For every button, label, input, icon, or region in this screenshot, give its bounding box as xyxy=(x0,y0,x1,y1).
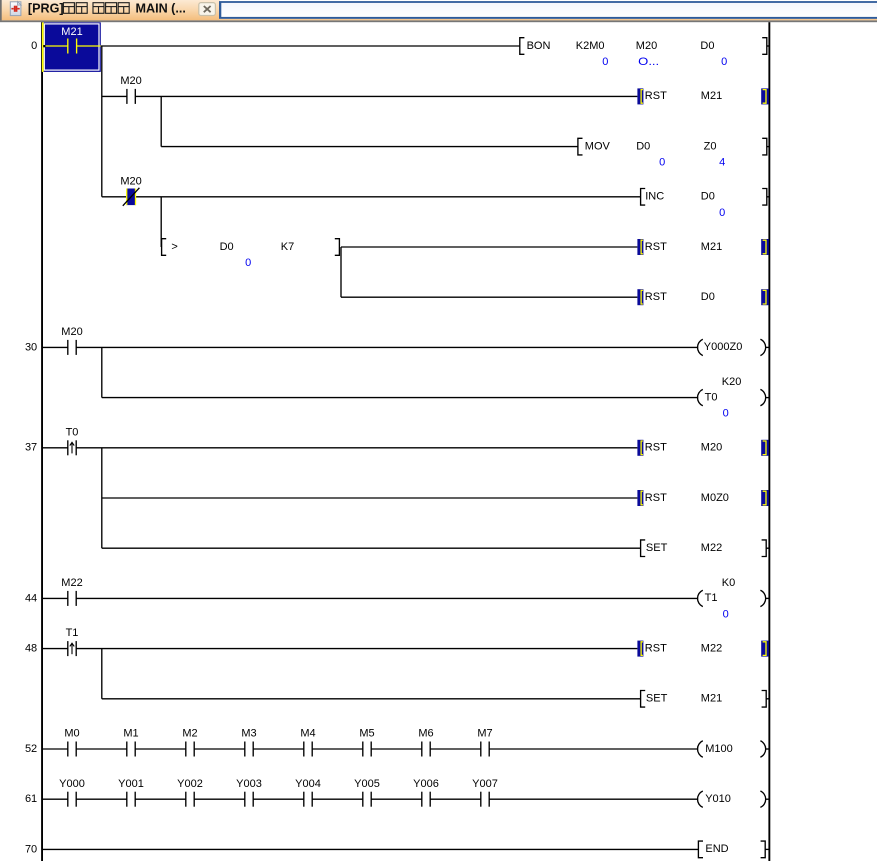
svg-text:SET: SET xyxy=(646,542,668,554)
svg-text:48: 48 xyxy=(25,643,37,655)
svg-text:Y006: Y006 xyxy=(413,778,439,790)
svg-text:D0: D0 xyxy=(636,140,650,152)
svg-text:52: 52 xyxy=(25,743,37,755)
svg-text:RST: RST xyxy=(645,642,667,654)
svg-text:44: 44 xyxy=(25,592,37,604)
svg-text:RST: RST xyxy=(645,291,667,303)
svg-text:[PRG]: [PRG] xyxy=(28,2,64,16)
svg-text:Y007: Y007 xyxy=(472,778,498,790)
svg-text:T0: T0 xyxy=(66,426,79,438)
svg-text:T1: T1 xyxy=(66,627,79,639)
svg-text:M1: M1 xyxy=(123,728,138,740)
svg-text:M20: M20 xyxy=(636,40,657,52)
svg-text:70: 70 xyxy=(25,843,37,855)
svg-text:Y000Z0: Y000Z0 xyxy=(704,341,743,353)
svg-text:D0: D0 xyxy=(701,291,715,303)
svg-text:RST: RST xyxy=(645,90,667,102)
svg-text:M21: M21 xyxy=(61,26,82,38)
svg-text:0: 0 xyxy=(245,257,251,269)
svg-text:30: 30 xyxy=(25,341,37,353)
svg-text:MOV: MOV xyxy=(585,140,611,152)
svg-text:M3: M3 xyxy=(241,728,256,740)
svg-text:4: 4 xyxy=(719,157,725,169)
svg-text:M22: M22 xyxy=(61,577,82,589)
svg-text:K0: K0 xyxy=(722,577,735,589)
svg-text:0: 0 xyxy=(723,408,729,420)
svg-text:K2M0: K2M0 xyxy=(576,40,605,52)
svg-text:0: 0 xyxy=(659,157,665,169)
svg-text:0: 0 xyxy=(31,40,37,52)
svg-text:M100: M100 xyxy=(705,743,733,755)
svg-text:M7: M7 xyxy=(477,728,492,740)
svg-text:M22: M22 xyxy=(701,542,722,554)
svg-text:RST: RST xyxy=(645,241,667,253)
svg-text:RST: RST xyxy=(645,492,667,504)
svg-text:D0: D0 xyxy=(700,40,714,52)
svg-text:Y005: Y005 xyxy=(354,778,380,790)
svg-text:0: 0 xyxy=(719,207,725,219)
svg-text:M21: M21 xyxy=(701,693,722,705)
svg-text:Z0: Z0 xyxy=(704,140,717,152)
svg-text:Y003: Y003 xyxy=(236,778,262,790)
svg-text:M0: M0 xyxy=(64,728,79,740)
svg-text:Y004: Y004 xyxy=(295,778,321,790)
svg-text:M20: M20 xyxy=(120,175,141,187)
svg-text:M0Z0: M0Z0 xyxy=(701,492,729,504)
svg-text:BON: BON xyxy=(527,40,551,52)
svg-text:D0: D0 xyxy=(220,241,234,253)
svg-text:M20: M20 xyxy=(701,442,722,454)
svg-text:END: END xyxy=(705,843,728,855)
svg-text:Y010: Y010 xyxy=(705,793,731,805)
svg-text:>: > xyxy=(171,241,177,253)
svg-text:M5: M5 xyxy=(359,728,374,740)
svg-text:K7: K7 xyxy=(281,241,294,253)
svg-text:M21: M21 xyxy=(701,241,722,253)
svg-text:37: 37 xyxy=(25,442,37,454)
svg-text:0: 0 xyxy=(723,608,729,620)
svg-text:RST: RST xyxy=(645,442,667,454)
svg-text:61: 61 xyxy=(25,793,37,805)
svg-text:SET: SET xyxy=(646,693,668,705)
svg-text:INC: INC xyxy=(645,191,664,203)
svg-text:M4: M4 xyxy=(300,728,315,740)
svg-text:0: 0 xyxy=(602,56,608,68)
svg-text:0: 0 xyxy=(721,56,727,68)
svg-text:M22: M22 xyxy=(701,642,722,654)
svg-text:O...: O... xyxy=(638,56,659,68)
svg-text:T0: T0 xyxy=(705,391,718,403)
svg-text:MAIN (...: MAIN (... xyxy=(136,2,186,16)
svg-text:M20: M20 xyxy=(120,75,141,87)
svg-text:Y001: Y001 xyxy=(118,778,144,790)
svg-text:T1: T1 xyxy=(705,592,718,604)
svg-text:D0: D0 xyxy=(701,191,715,203)
svg-text:M6: M6 xyxy=(418,728,433,740)
svg-text:K20: K20 xyxy=(722,376,742,388)
svg-text:M20: M20 xyxy=(61,326,82,338)
svg-text:M2: M2 xyxy=(182,728,197,740)
svg-text:Y002: Y002 xyxy=(177,778,203,790)
svg-text:M21: M21 xyxy=(701,90,722,102)
svg-text:Y000: Y000 xyxy=(59,778,85,790)
